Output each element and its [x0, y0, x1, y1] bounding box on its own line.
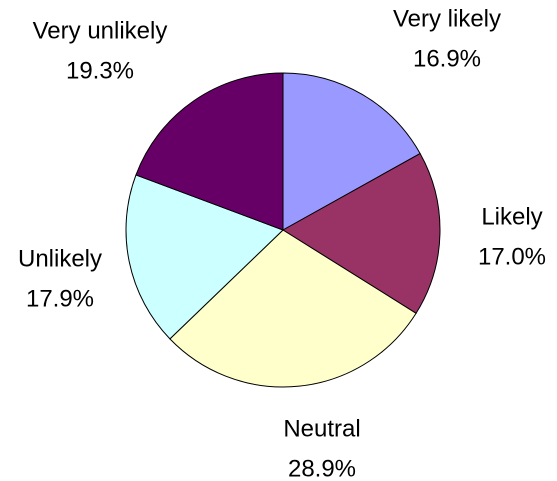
pie-slice [125, 174, 284, 340]
slice-value-label: 19.3% [66, 57, 134, 84]
pie-slice [135, 72, 284, 231]
slice-label: Neutral [283, 415, 360, 442]
slice-value-label: 16.9% [413, 45, 481, 72]
slice-label: Unlikely [18, 245, 102, 272]
slice-label: Very unlikely [33, 17, 168, 44]
pie-slice [169, 229, 417, 388]
pie-slice [282, 152, 441, 314]
slice-value-label: 17.9% [26, 285, 94, 312]
slice-value-label: 17.0% [478, 243, 546, 270]
slice-value-label: 28.9% [288, 455, 356, 481]
pie-slice [282, 72, 421, 231]
slice-label: Likely [481, 203, 542, 230]
slice-label: Very likely [393, 5, 501, 32]
